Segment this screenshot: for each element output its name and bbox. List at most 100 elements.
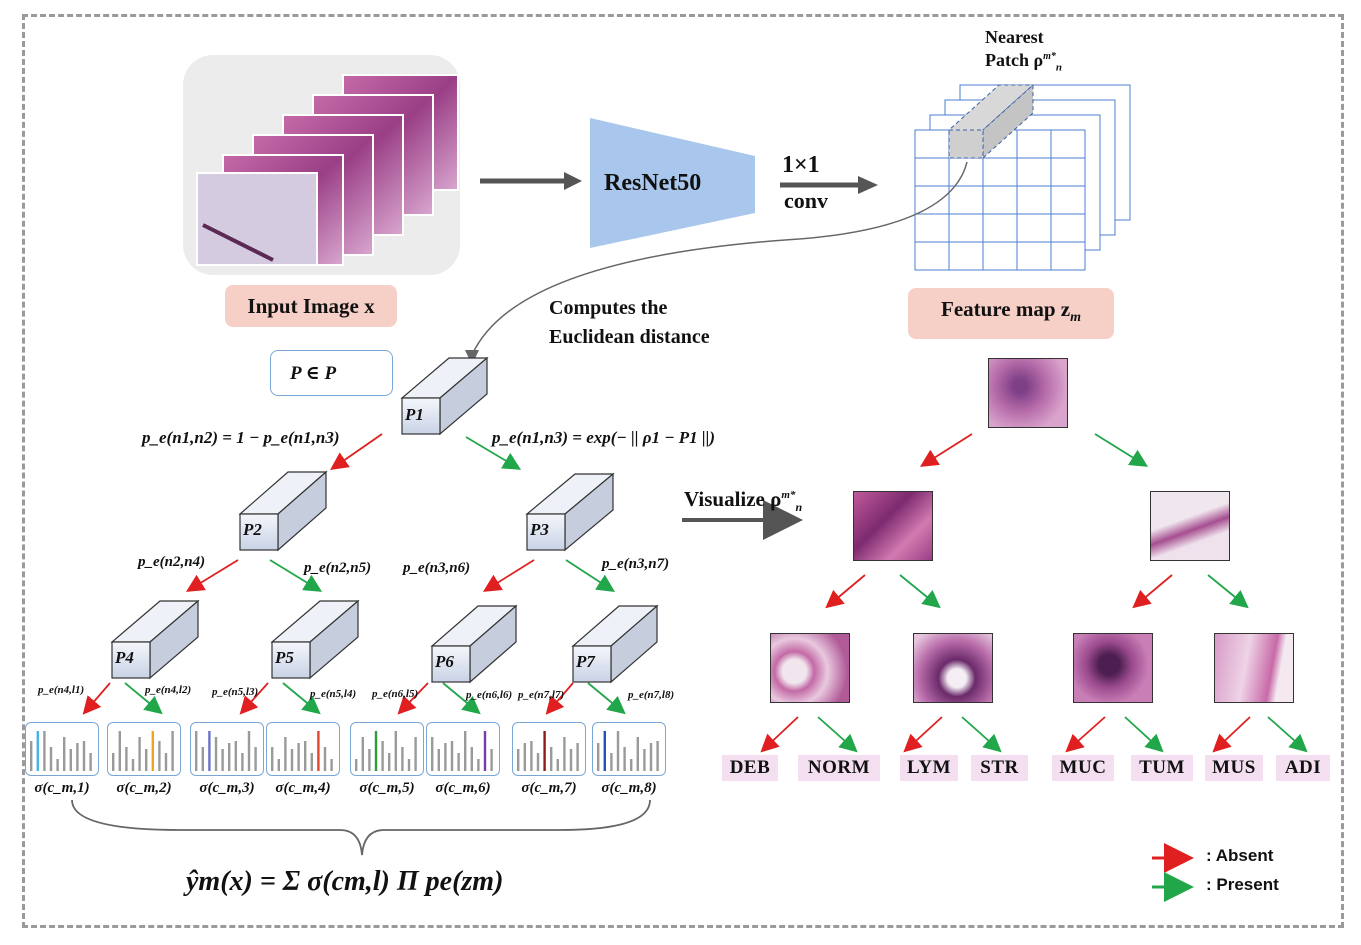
histogram-bar bbox=[76, 743, 79, 771]
histogram-bar bbox=[112, 753, 115, 771]
prototype-set-box bbox=[270, 350, 393, 396]
input-image-stack bbox=[196, 74, 459, 266]
node-p2 bbox=[238, 470, 328, 552]
histogram-bar bbox=[36, 731, 39, 771]
histogram-bar bbox=[610, 753, 613, 771]
edge-label-n5-l4: p_e(n5,l4) bbox=[310, 688, 357, 700]
histogram-bar bbox=[201, 747, 204, 771]
legend-absent: : Absent bbox=[1206, 846, 1274, 865]
histogram-bar bbox=[151, 731, 154, 771]
tissue-l3-4 bbox=[1214, 633, 1294, 703]
histogram-bar bbox=[234, 741, 237, 771]
edge-label-n4-l1: p_e(n4,l1) bbox=[38, 684, 85, 696]
histogram-bar bbox=[444, 743, 447, 771]
histogram-bar bbox=[195, 731, 198, 771]
histogram-bar bbox=[171, 731, 174, 771]
class-muc: MUC bbox=[1052, 755, 1114, 781]
edge-label-n4-l2: p_e(n4,l2) bbox=[145, 684, 192, 696]
histogram-bar bbox=[118, 731, 121, 771]
tissue-root bbox=[988, 358, 1068, 428]
histogram-bar bbox=[63, 737, 66, 771]
histogram-bar bbox=[477, 759, 480, 771]
histogram-bar bbox=[374, 731, 378, 771]
histogram-bar bbox=[125, 747, 128, 771]
histogram-bar bbox=[131, 759, 135, 771]
histogram-bar bbox=[457, 753, 460, 771]
class-adi: ADI bbox=[1276, 755, 1330, 781]
histogram-bar bbox=[530, 741, 533, 771]
histogram-bar bbox=[208, 731, 211, 771]
histogram-bar bbox=[290, 749, 294, 771]
legend-present: : Present bbox=[1206, 875, 1279, 894]
leaf-hist-3 bbox=[190, 722, 264, 776]
tissue-l3-2 bbox=[913, 633, 993, 703]
feature-map-label: Feature map zm bbox=[908, 288, 1114, 340]
node-p5-label: P5 bbox=[275, 648, 294, 667]
tissue-l3-3 bbox=[1073, 633, 1153, 703]
eq-right: p_e(n1,n3) = exp(− || ρ1 − P1 ||) bbox=[492, 428, 716, 447]
histogram-bar bbox=[464, 731, 467, 771]
histogram-bar bbox=[603, 731, 606, 771]
histogram-bar bbox=[643, 749, 646, 771]
edge-label-n6-l6: p_e(n6,l6) bbox=[466, 689, 513, 701]
nearest-patch-text: Patch ρ bbox=[985, 50, 1044, 70]
leaf-hist-6 bbox=[426, 722, 500, 776]
histogram-bar bbox=[630, 759, 633, 771]
histogram-bar bbox=[517, 749, 520, 771]
histogram-bar bbox=[361, 737, 364, 771]
sigma-1: σ(c_m,1) bbox=[34, 780, 90, 796]
node-p3 bbox=[525, 472, 615, 552]
histogram-bars bbox=[195, 731, 257, 771]
sigma-3: σ(c_m,3) bbox=[199, 780, 255, 796]
histogram-bars bbox=[355, 731, 417, 771]
histogram-bar bbox=[284, 737, 287, 771]
histogram-bar bbox=[254, 747, 257, 771]
histogram-bar bbox=[214, 737, 218, 771]
conv-label-bottom: conv bbox=[784, 188, 828, 213]
conv-label-top: 1×1 bbox=[782, 152, 820, 178]
histogram-bar bbox=[576, 743, 579, 771]
histogram-bar bbox=[271, 747, 274, 771]
leaf-hist-4 bbox=[266, 722, 340, 776]
node-p5 bbox=[270, 599, 360, 680]
final-formula: ŷm(x) = Σ σ(cm,l) Π pe(zm) bbox=[186, 866, 504, 897]
histogram-bar bbox=[388, 753, 391, 771]
node-p2-label: P2 bbox=[243, 520, 262, 539]
histogram-bar bbox=[297, 743, 300, 771]
edge-label-n7-l8: p_e(n7,l8) bbox=[628, 689, 675, 701]
node-p7-label: P7 bbox=[576, 652, 595, 671]
edge-label-n3-n7: p_e(n3,n7) bbox=[602, 556, 670, 572]
histogram-bar bbox=[381, 741, 384, 771]
class-str: STR bbox=[971, 755, 1028, 781]
histogram-bar bbox=[394, 731, 397, 771]
histogram-bars bbox=[431, 731, 493, 771]
tissue-l3-1 bbox=[770, 633, 850, 703]
edge-label-n3-n6: p_e(n3,n6) bbox=[403, 560, 471, 576]
edge-label-n2-n4: p_e(n2,n4) bbox=[138, 554, 206, 570]
class-deb: DEB bbox=[722, 755, 778, 781]
histogram-bar bbox=[228, 743, 231, 771]
input-image-label: Input Image x bbox=[225, 285, 397, 327]
histogram-bar bbox=[490, 749, 493, 771]
histogram-bar bbox=[407, 759, 411, 771]
histogram-bar bbox=[145, 749, 148, 771]
histogram-bar bbox=[656, 741, 659, 771]
histogram-bar bbox=[310, 753, 313, 771]
histogram-bar bbox=[401, 747, 404, 771]
histogram-bar bbox=[470, 747, 473, 771]
histogram-bar bbox=[138, 737, 141, 771]
sigma-6: σ(c_m,6) bbox=[435, 780, 491, 796]
histogram-bar bbox=[69, 749, 72, 771]
histogram-bar bbox=[563, 737, 566, 771]
histogram-bar bbox=[164, 753, 168, 771]
histogram-bars bbox=[597, 731, 659, 771]
node-p1-label: P1 bbox=[405, 405, 424, 424]
histogram-bar bbox=[241, 753, 244, 771]
sigma-2: σ(c_m,2) bbox=[116, 780, 172, 796]
diagram-frame bbox=[22, 14, 1344, 928]
leaf-hist-5 bbox=[350, 722, 424, 776]
histogram-bar bbox=[523, 743, 526, 771]
histogram-bar bbox=[550, 747, 553, 771]
histogram-bar bbox=[247, 731, 251, 771]
